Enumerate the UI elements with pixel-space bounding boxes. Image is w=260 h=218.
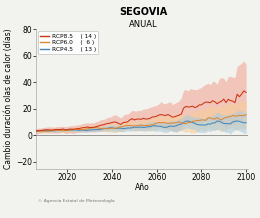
- Legend: RCP8.5    ( 14 ), RCP6.0    (  6 ), RCP4.5    ( 13 ): RCP8.5 ( 14 ), RCP6.0 ( 6 ), RCP4.5 ( 13…: [38, 31, 99, 54]
- X-axis label: Año: Año: [135, 183, 149, 192]
- Text: SEGOVIA: SEGOVIA: [119, 7, 167, 17]
- Y-axis label: Cambio duración olas de calor (días): Cambio duración olas de calor (días): [4, 29, 13, 169]
- Text: ANUAL: ANUAL: [129, 20, 157, 29]
- Text: © Agencia Estatal de Meteorología: © Agencia Estatal de Meteorología: [38, 199, 115, 203]
